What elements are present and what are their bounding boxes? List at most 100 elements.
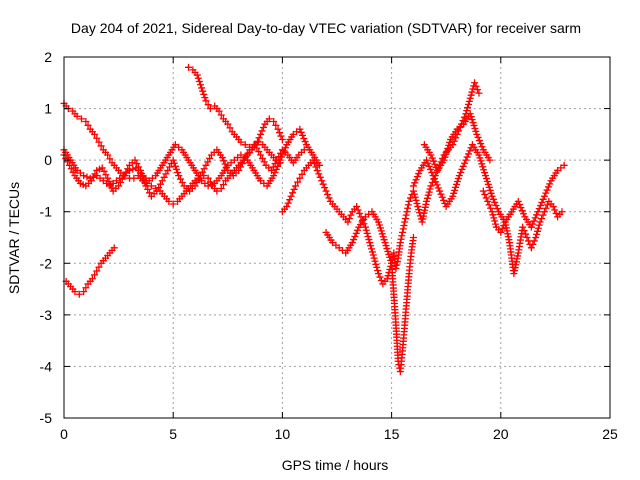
data-point-arc-8 (440, 196, 448, 204)
data-point-arc-8 (518, 207, 526, 215)
data-point-arc-8 (463, 153, 471, 161)
data-point-arc-8 (429, 172, 437, 180)
data-point-arc-5 (276, 159, 284, 167)
data-point-arc-2 (296, 125, 304, 133)
data-point-arc-1 (270, 117, 278, 125)
data-point-arc-6 (407, 194, 415, 202)
data-point-arc-1 (169, 200, 177, 208)
x-tick-label: 5 (169, 426, 177, 442)
data-point-arc-6 (414, 203, 422, 211)
data-point-arc-6 (393, 261, 401, 269)
data-point-arc-4 (91, 271, 99, 279)
y-tick-label: 1 (44, 101, 52, 117)
data-point-arc-4 (95, 263, 103, 271)
data-point-arc-9 (549, 203, 557, 211)
data-point-arc-7 (352, 229, 360, 237)
data-point-arc-6 (392, 264, 400, 272)
data-point-arc-3 (106, 181, 114, 189)
data-point-arc-6 (347, 211, 355, 219)
x-tick-label: 0 (60, 426, 68, 442)
data-point-arc-5 (254, 138, 262, 146)
data-point-arc-6 (415, 206, 423, 214)
y-tick-label: 2 (44, 49, 52, 65)
data-point-arc-9 (484, 197, 492, 205)
data-point-arc-1 (106, 155, 114, 163)
data-point-arc-6 (371, 257, 379, 265)
y-tick-label: -3 (40, 307, 53, 323)
data-point-arc-1 (97, 142, 105, 150)
data-point-arc-9 (540, 208, 548, 216)
data-point-arc-8 (492, 202, 500, 210)
data-point-arc-10 (430, 157, 438, 165)
data-point-arc-8 (461, 159, 469, 167)
y-tick-label: 0 (44, 152, 52, 168)
data-point-arc-2 (298, 131, 306, 139)
data-point-arc-9 (532, 234, 540, 241)
data-point-arc-9 (482, 194, 490, 202)
data-point-arc-10 (428, 154, 436, 162)
data-points (60, 63, 568, 376)
data-point-arc-1 (82, 117, 90, 125)
data-point-arc-10 (474, 133, 482, 141)
data-point-arc-8 (436, 187, 444, 195)
data-point-arc-5 (237, 138, 245, 146)
data-point-arc-6 (370, 254, 378, 262)
grid-lines (64, 57, 610, 418)
data-point-arc-6 (425, 188, 433, 196)
data-point-arc-6 (362, 226, 370, 234)
data-point-arc-1 (130, 174, 138, 182)
data-point-arc-8 (537, 202, 545, 210)
data-point-arc-8 (527, 223, 535, 231)
data-point-arc-6 (474, 86, 482, 94)
data-point-arc-6 (364, 232, 372, 240)
data-point-arc-8 (411, 179, 419, 187)
data-point-arc-8 (543, 186, 551, 194)
data-point-arc-3 (139, 173, 147, 181)
data-point-arc-6 (399, 228, 407, 236)
data-point-arc-3 (140, 176, 148, 184)
data-point-arc-6 (393, 258, 401, 266)
data-point-arc-3 (136, 166, 144, 174)
data-point-arc-1 (204, 174, 212, 182)
data-point-arc-9 (523, 234, 531, 241)
y-tick-label: -1 (40, 204, 53, 220)
data-point-arc-2 (297, 128, 305, 136)
data-point-arc-6 (367, 242, 375, 250)
data-point-arc-3 (105, 177, 113, 185)
data-point-arc-9 (533, 227, 541, 235)
data-point-arc-7 (351, 232, 359, 240)
data-point-arc-6 (369, 251, 377, 259)
data-point-arc-8 (544, 183, 552, 191)
data-point-arc-2 (300, 134, 308, 142)
data-point-arc-4 (110, 244, 118, 252)
data-point-arc-8 (458, 165, 466, 173)
data-point-arc-6 (428, 178, 436, 186)
data-point-arc-10 (486, 156, 494, 164)
data-point-arc-6 (290, 185, 298, 193)
data-point-arc-6 (353, 203, 361, 211)
data-point-arc-5 (272, 156, 280, 164)
data-point-arc-6 (377, 276, 385, 284)
data-point-arc-5 (199, 87, 207, 95)
data-point-arc-6 (366, 239, 374, 247)
data-point-arc-6 (410, 190, 418, 198)
data-point-arc-4 (82, 284, 90, 292)
data-point-arc-6 (376, 273, 384, 281)
data-point-arc-9 (527, 244, 535, 252)
data-point-arc-1 (104, 151, 112, 159)
data-point-arc-6 (368, 245, 376, 253)
data-point-arc-9 (479, 187, 487, 195)
data-point-arc-5 (246, 143, 254, 151)
data-point-arc-6 (427, 182, 435, 190)
data-point-arc-6 (345, 215, 353, 223)
data-point-arc-5 (194, 74, 202, 82)
data-point-arc-8 (433, 181, 441, 189)
data-point-arc-5 (197, 81, 204, 89)
data-point-arc-5 (201, 94, 209, 102)
data-point-arc-6 (310, 160, 318, 168)
data-point-arc-6 (316, 173, 324, 181)
data-point-arc-1 (258, 127, 266, 135)
data-point-arc-6 (423, 197, 431, 205)
data-point-arc-8 (530, 217, 538, 225)
data-point-arc-6 (475, 89, 483, 97)
